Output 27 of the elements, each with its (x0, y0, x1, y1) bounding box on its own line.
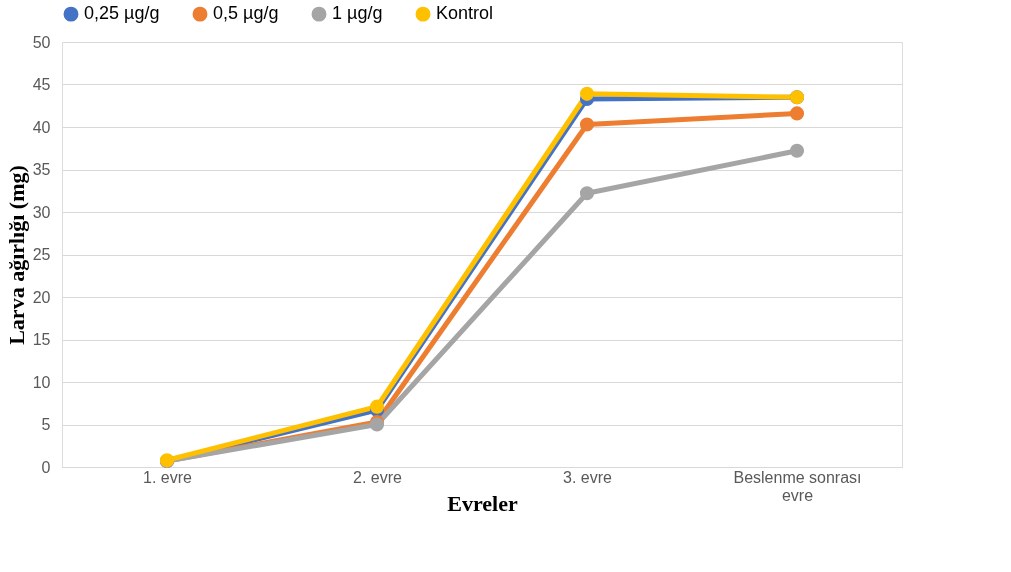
legend-label: 0,25 µg/g (84, 3, 160, 24)
y-tick-label: 0 (41, 458, 51, 476)
point (579, 117, 595, 132)
y-tick-label: 15 (32, 331, 51, 348)
y-tick-label: 5 (41, 416, 51, 433)
y-tick-label: 10 (32, 373, 51, 391)
y-tick-label: 20 (32, 288, 51, 306)
point (789, 106, 805, 121)
y-tick-label: 35 (32, 161, 51, 178)
point (579, 86, 595, 101)
x-tick-label: Beslenme sonrası evre (733, 468, 862, 504)
y-tick-label: 25 (32, 246, 51, 263)
legend-label: 0,5 µg/g (213, 3, 279, 24)
point (369, 399, 385, 414)
x-tick-label: 2. evre (353, 468, 403, 486)
x-axis-title: Evreler (447, 490, 518, 516)
y-tick-label: 50 (32, 33, 51, 51)
x-tick-label: 3. evre (563, 468, 613, 486)
point (579, 186, 595, 201)
point (789, 143, 805, 158)
y-tick-label: 45 (32, 76, 51, 93)
y-tick-label: 40 (32, 118, 51, 136)
legend-label: 1 µg/g (332, 3, 383, 24)
y-tick-label: 30 (32, 203, 51, 221)
y-axis-title: Larva ağırlığı (mg) (3, 165, 29, 345)
x-tick-label: 1. evre (143, 468, 193, 486)
legend-label: Kontrol (436, 3, 494, 24)
